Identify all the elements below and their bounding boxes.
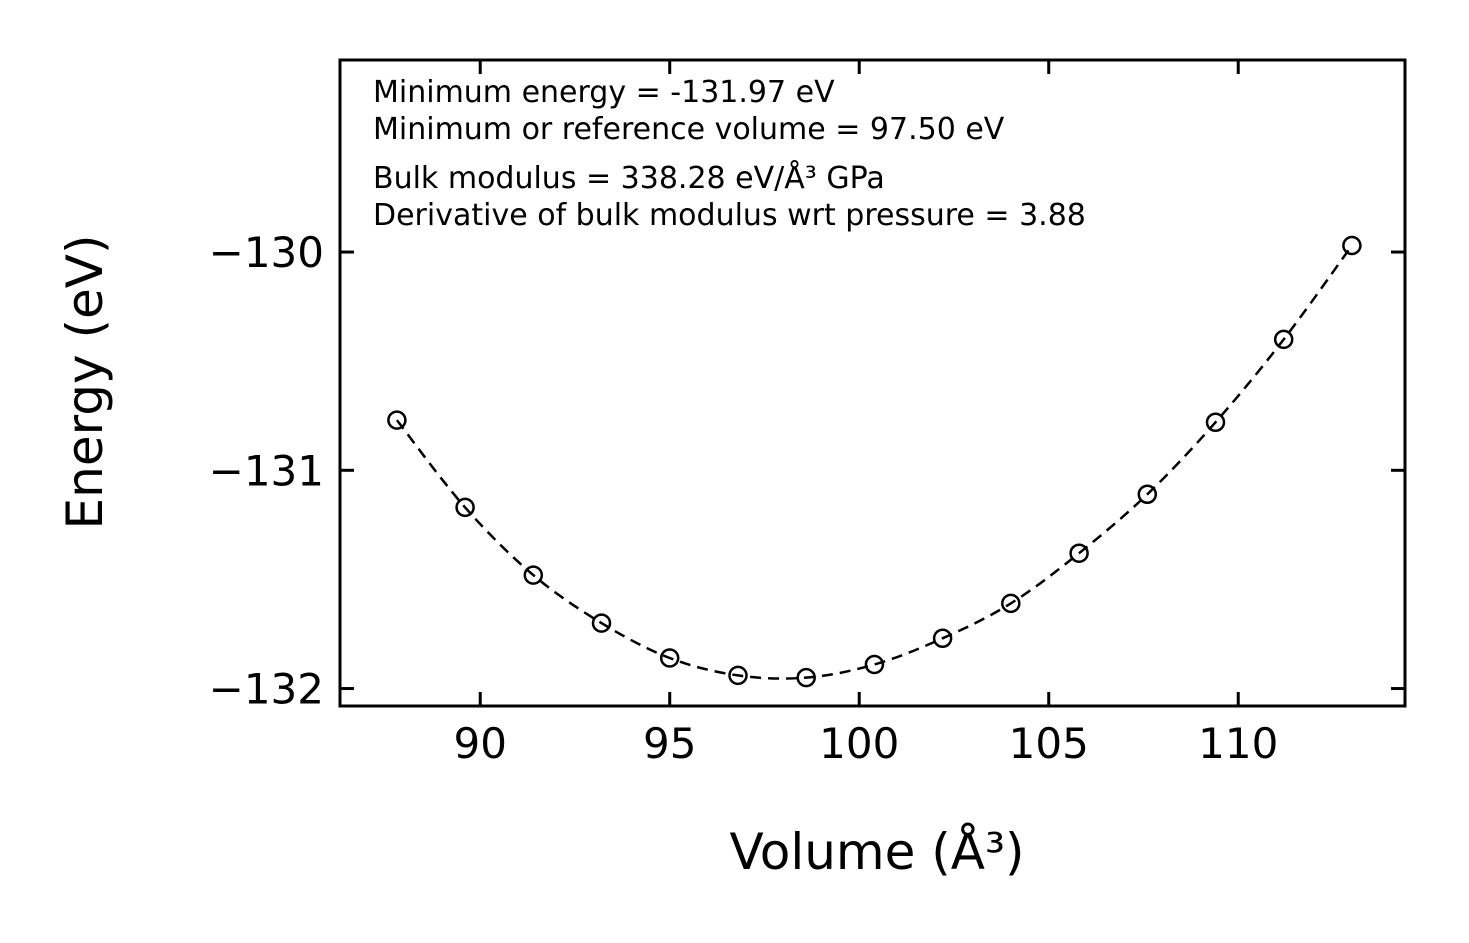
annotation-line-min-energy: Minimum energy = -131.97 eV [373,75,835,110]
data-point-marker [1137,484,1158,505]
x-tick-label: 110 [1198,719,1278,768]
data-point-marker [1069,543,1089,563]
annotation-line-bulk-modulus: Bulk modulus = 338.28 eV/Å³ GPa [373,161,885,196]
data-point-marker [591,613,612,633]
data-point-marker [387,410,407,430]
data-point-marker [728,665,748,686]
data-point-marker [523,565,544,585]
data-point-marker [864,654,885,675]
data-point-marker [1001,593,1021,614]
x-axis-label: Volume (Å³) [729,823,1025,881]
data-point-marker [1342,235,1362,256]
x-tick-label: 105 [1009,719,1089,768]
fit-results-annotation: Minimum energy = -131.97 eV Minimum or r… [373,74,1086,234]
x-tick-label: 90 [454,719,507,768]
y-tick-label: −130 [209,228,324,277]
annotation-line-min-volume: Minimum or reference volume = 97.50 eV [373,112,1005,147]
y-tick-label: −132 [209,665,324,714]
data-point-marker [1273,329,1294,350]
x-tick-label: 100 [819,719,899,768]
data-point-marker [932,628,953,649]
data-point-marker [796,667,816,688]
annotation-line-bulk-modulus-derivative: Derivative of bulk modulus wrt pressure … [373,198,1086,233]
plot-frame [338,58,1407,708]
data-point-marker [659,648,680,668]
data-point-marker [1205,412,1226,433]
x-tick-label: 95 [643,719,696,768]
data-point-marker [455,497,475,518]
y-tick-label: −131 [209,446,324,495]
y-axis-label: Energy (eV) [56,234,114,530]
eos-fit-curve [395,244,1353,680]
